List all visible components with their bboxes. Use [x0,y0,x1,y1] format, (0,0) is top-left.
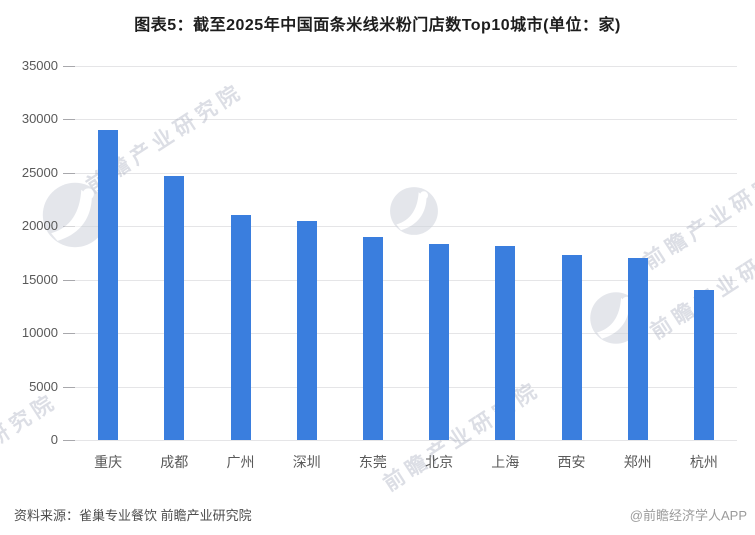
y-axis-label: 5000 [29,378,58,394]
x-axis-label: 上海 [491,454,520,470]
y-axis-tick [63,226,75,228]
bar [561,255,582,440]
gridline [75,386,737,388]
y-axis-tick [63,119,75,121]
y-axis-label: 30000 [21,111,58,127]
y-axis-tick [63,172,75,174]
credit-note: @前瞻经济学人APP [629,508,747,523]
chart-title: 图表5：截至2025年中国面条米线米粉门店数Top10城市(单位：家) [134,17,621,34]
bar [429,244,450,440]
bar [693,290,714,440]
y-axis-label: 25000 [21,164,58,180]
gridline [75,279,737,281]
gridline [75,333,737,335]
x-axis-label: 东莞 [358,454,387,470]
watermark-text: 前瞻产业研究院 [639,155,755,274]
bar [495,245,516,440]
gridline [75,440,737,441]
watermark-text: 前瞻产业研究院 [0,389,62,508]
bar [98,130,119,440]
x-axis-label: 广州 [226,454,255,470]
source-note: 资料来源：雀巢专业餐饮 前瞻产业研究院 [14,508,252,523]
x-axis-label: 北京 [425,454,454,470]
y-axis-label: 10000 [21,325,58,341]
gridline [75,172,737,174]
y-axis-tick [63,386,75,388]
x-axis-label: 杭州 [689,454,718,470]
bar [627,258,648,440]
y-axis-label: 0 [50,432,58,447]
y-axis-label: 20000 [21,218,58,234]
x-axis-label: 重庆 [94,454,123,470]
bar [296,220,317,440]
watermark-globe-icon [390,187,438,235]
x-axis-label: 深圳 [292,454,321,470]
y-axis-tick [63,66,75,67]
gridline [75,119,737,121]
y-axis-label: 15000 [21,271,58,287]
x-axis-label: 西安 [557,454,586,470]
y-axis-tick [63,440,75,441]
gridline [75,66,737,67]
bar [362,236,383,440]
y-axis-tick [63,333,75,335]
bar [230,214,251,440]
y-axis-label: 35000 [21,58,58,73]
x-axis-label: 成都 [160,454,189,470]
watermark-text: 前瞻产业研究院 [379,377,545,496]
y-axis-tick [63,279,75,281]
bar [164,176,185,440]
x-axis-label: 郑州 [623,454,652,470]
